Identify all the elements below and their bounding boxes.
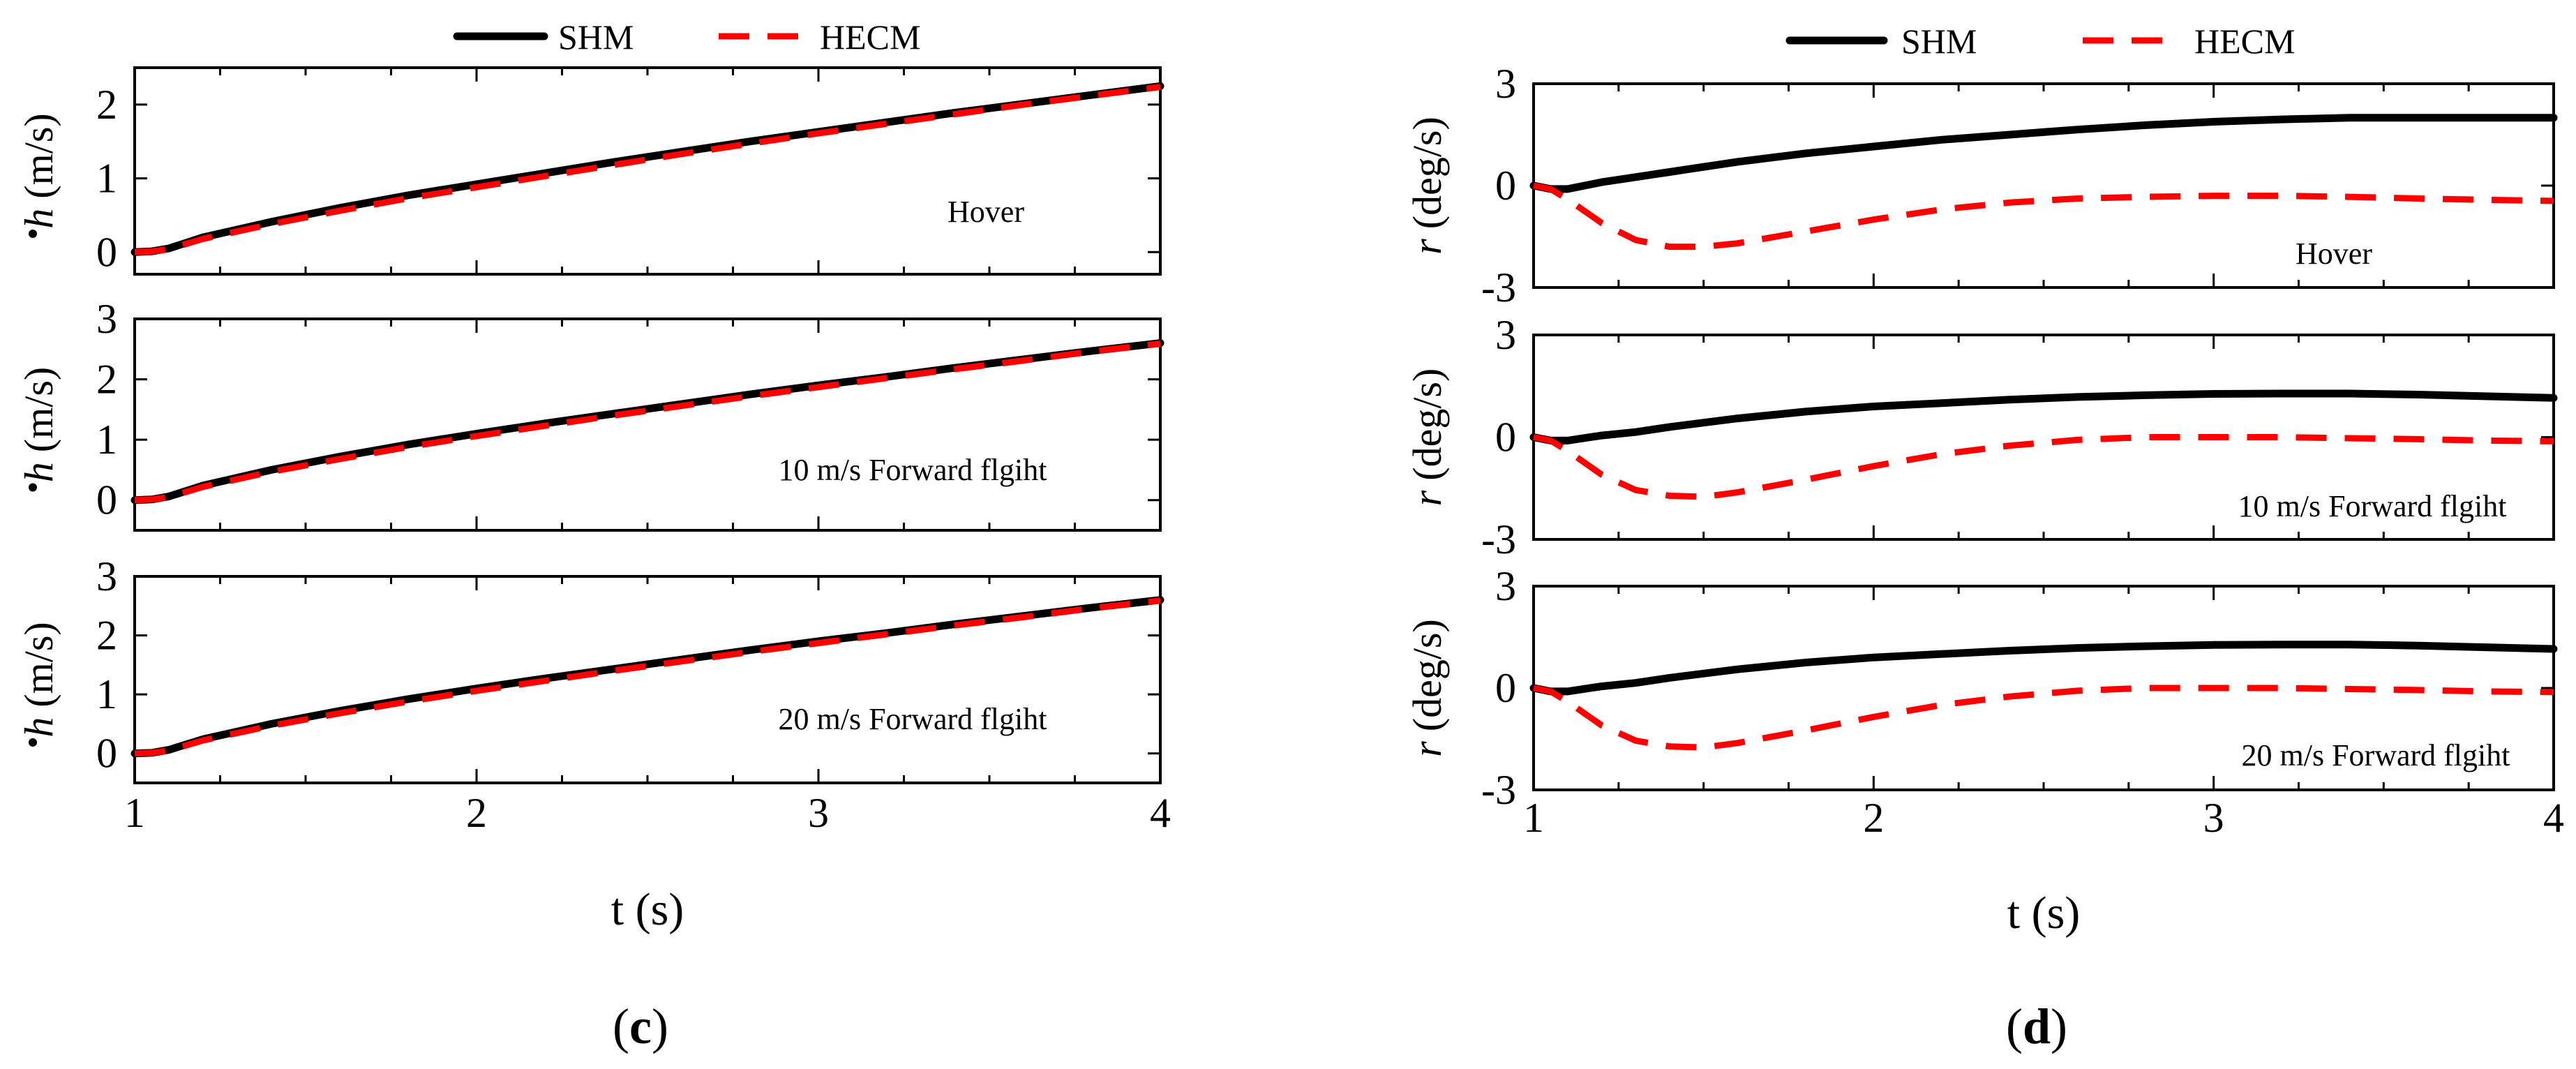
y-tick-label: 2	[96, 357, 117, 403]
y-tick-label: 1	[96, 417, 117, 463]
y-axis-label: r(deg/s)	[1405, 368, 1450, 507]
legend-label-hecm: HECM	[820, 17, 920, 57]
y-tick-label: 0	[1495, 414, 1516, 461]
x-tick-label: 3	[2203, 795, 2224, 841]
subplot-annotation: 10 m/s Forward flgiht	[2238, 489, 2507, 523]
series-shm	[1529, 389, 2558, 444]
y-axis-label: h(m/s)	[16, 367, 61, 482]
series-hecm	[134, 341, 1161, 504]
legend-label-shm: SHM	[1901, 22, 1977, 61]
subplot-annotation: 20 m/s Forward flgiht	[779, 702, 1047, 736]
y-tick-label: 0	[96, 477, 117, 523]
y-tick-label: 3	[1495, 61, 1516, 107]
x-tick-label: 4	[2543, 795, 2564, 841]
subplot-d-1: 3 0 -3 r(deg/s) Hover	[1405, 61, 2558, 311]
subplot-annotation: 10 m/s Forward flgiht	[779, 453, 1047, 487]
x-tick-label: 2	[466, 790, 487, 836]
y-tick-label: 1	[96, 671, 117, 717]
series-shm	[1529, 114, 2558, 193]
series-hecm	[1533, 685, 2554, 751]
axes-frame	[133, 317, 1162, 532]
dot-accent	[29, 738, 37, 747]
y-tick-label: 2	[96, 613, 117, 659]
subplot-d-3: 3 0 -3 r(deg/s) 20 m/s Forward flgiht	[1405, 563, 2558, 813]
dot-accent	[29, 230, 37, 238]
subplot-c-1: 0 1 2 h(m/s) Hover	[16, 66, 1165, 276]
x-tick-label: 1	[124, 790, 145, 836]
subplot-d-2: 3 0 -3 r(deg/s) 10 m/s Forward flgiht	[1405, 312, 2558, 562]
y-tick-label: 0	[96, 229, 117, 275]
subplot-annotation: Hover	[948, 195, 1024, 229]
y-axis-label: h(m/s)	[16, 622, 61, 737]
subplot-annotation: Hover	[2296, 237, 2372, 271]
x-tick-label: 3	[808, 790, 829, 836]
series-hecm	[134, 597, 1161, 757]
y-tick-label: 3	[1495, 563, 1516, 609]
dot-accent	[29, 483, 37, 492]
y-tick-label: 2	[96, 82, 117, 128]
y-tick-label: 0	[1495, 665, 1516, 711]
y-tick-label: 0	[96, 731, 117, 777]
y-tick-label: 3	[96, 296, 117, 342]
subplot-annotation: 20 m/s Forward flgiht	[2242, 738, 2510, 772]
y-tick-label: 1	[96, 156, 117, 202]
y-tick-label: -3	[1481, 516, 1516, 562]
panel-letter: (c)	[613, 999, 668, 1054]
x-tick-label: 1	[1523, 795, 1544, 841]
y-tick-label: 3	[1495, 312, 1516, 358]
x-tick-label: 4	[1150, 790, 1171, 836]
legend-label-hecm: HECM	[2194, 22, 2295, 61]
y-tick-label: -3	[1481, 767, 1516, 813]
y-axis-label: r(deg/s)	[1405, 117, 1450, 255]
y-tick-label: 3	[96, 553, 117, 599]
y-axis-label: r(deg/s)	[1405, 619, 1450, 757]
series-shm	[1529, 641, 2558, 696]
x-axis-label: t (s)	[611, 884, 684, 935]
series-hecm	[1533, 182, 2554, 251]
series-hecm	[134, 84, 1161, 255]
y-tick-label: -3	[1481, 264, 1516, 311]
axes-frame	[133, 66, 1162, 276]
x-axis-label: t (s)	[2007, 888, 2080, 939]
y-tick-label: 0	[1495, 163, 1516, 209]
subplot-c-3: 0 1 2 3 h(m/s) 20 m/s Forward flgiht	[16, 553, 1165, 784]
subplot-c-2: 0 1 2 3 h(m/s) 10 m/s Forward flgiht	[16, 296, 1165, 532]
panel-letter: (d)	[2006, 999, 2067, 1054]
legend-label-shm: SHM	[558, 17, 634, 57]
series-hecm	[1533, 434, 2554, 500]
axes-frame	[133, 575, 1162, 784]
x-tick-label: 2	[1863, 795, 1884, 841]
y-axis-label: h(m/s)	[16, 113, 61, 228]
